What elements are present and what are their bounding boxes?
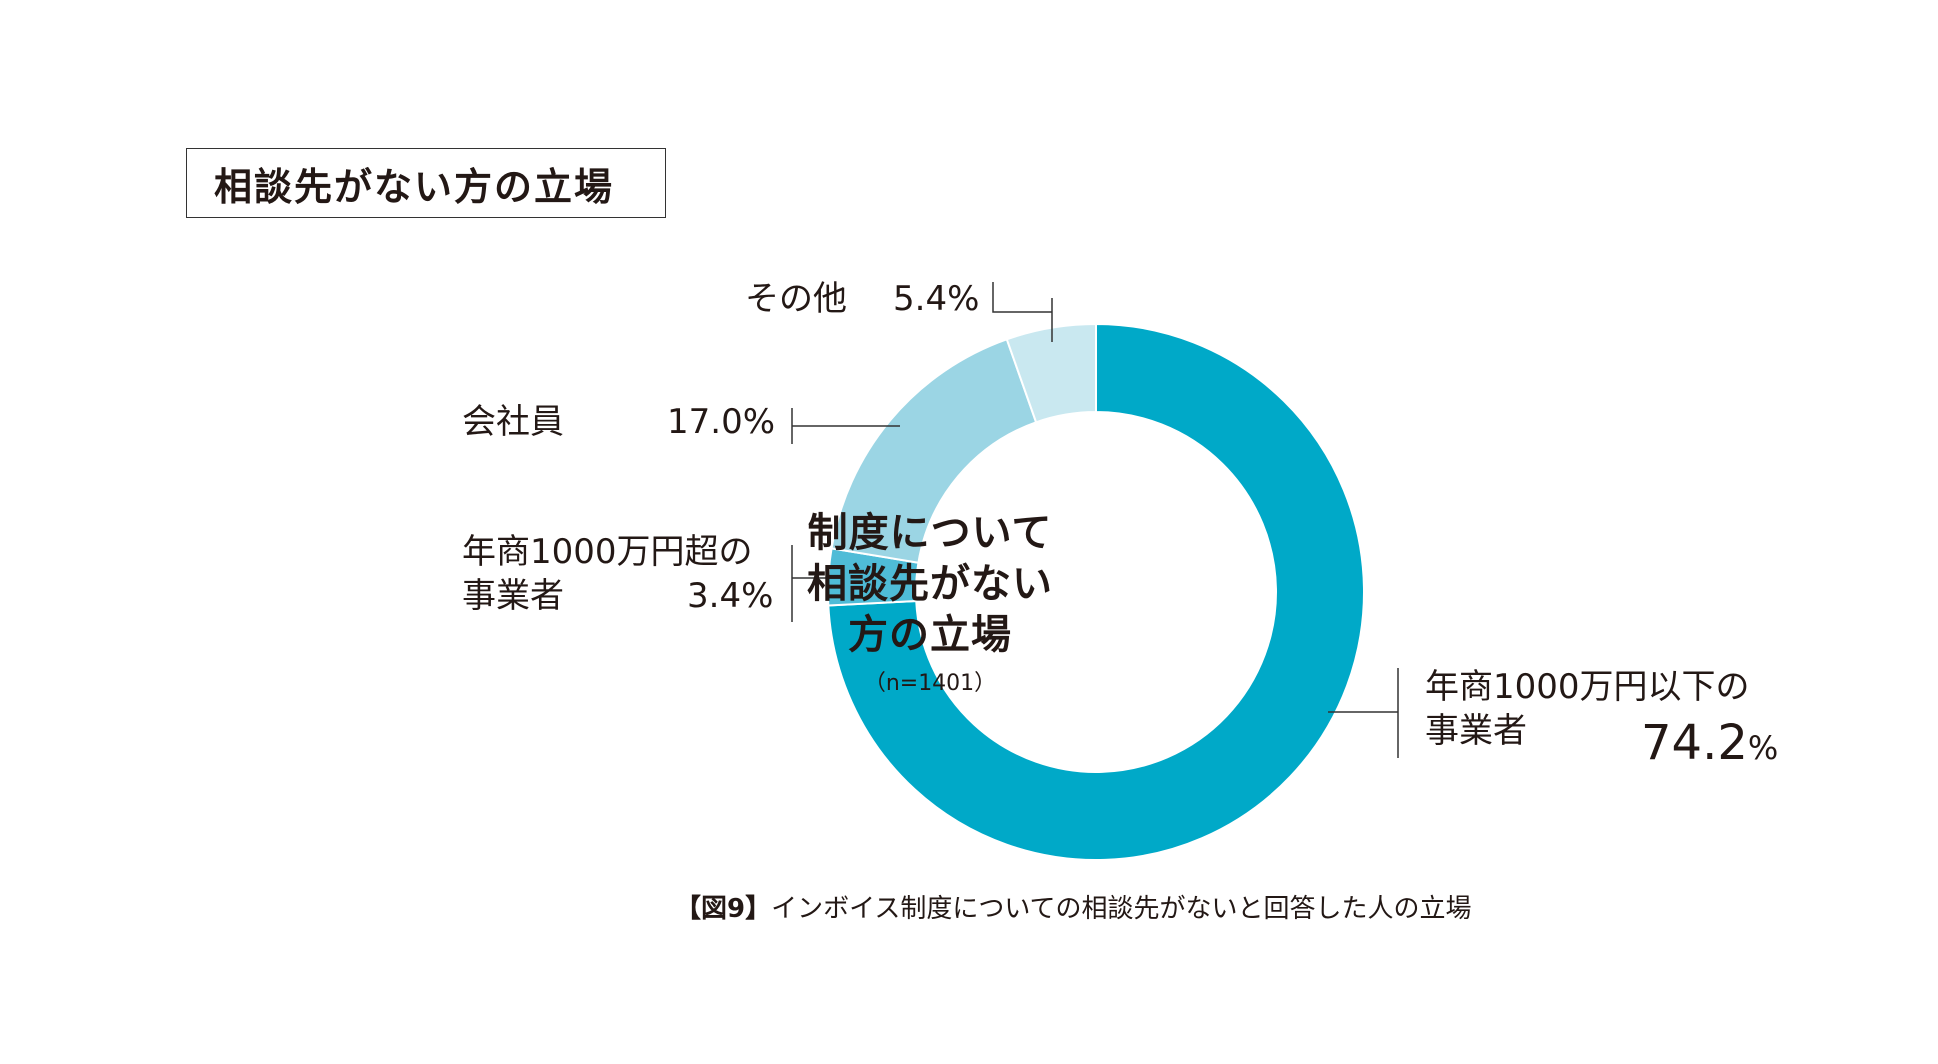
label-under10m-value: 74.2% [1641,712,1778,774]
label-over10m-line2: 事業者 [462,576,564,617]
center-line-1: 制度について [807,510,1053,556]
label-under10m: 年商1000万円以下の 事業者 74.2% [1425,665,1785,775]
center-sample-size: （n=1401） [863,670,997,696]
center-line-2: 相談先がない [807,561,1053,608]
donut-slice-under-10m [827,322,1366,861]
label-under10m-unit: % [1747,729,1779,767]
label-other-name: その他 [745,279,847,319]
label-over10m-line1: 年商1000万円超の [462,532,753,572]
label-employee-name: 会社員 [462,402,564,442]
figure-caption-tag: 【図9】 [675,894,772,924]
label-under10m-line1: 年商1000万円以下の [1425,667,1750,707]
label-under10m-line2: 事業者 [1425,711,1527,752]
label-over10m: 年商1000万円超の 事業者 3.4% [462,530,782,630]
chart-title: 相談先がない方の立場 [186,148,666,218]
label-under10m-number: 74.2 [1641,715,1748,771]
donut-center-text: 制度について 相談先がない 方の立場 （n=1401） [750,508,1110,698]
donut-slice-other [1005,322,1097,424]
label-other-value: 5.4% [893,279,980,319]
figure-caption: 【図9】インボイス制度についての相談先がないと回答した人の立場 [675,888,1472,925]
label-other: その他 5.4% [745,277,979,321]
label-employee-value: 17.0% [667,402,776,442]
label-employee: 会社員 17.0% [462,400,775,444]
label-over10m-value: 3.4% [687,576,774,616]
figure-caption-text: インボイス制度についての相談先がないと回答した人の立場 [771,894,1472,924]
center-line-3: 方の立場 [848,612,1012,659]
leader-line-other [992,282,1052,313]
